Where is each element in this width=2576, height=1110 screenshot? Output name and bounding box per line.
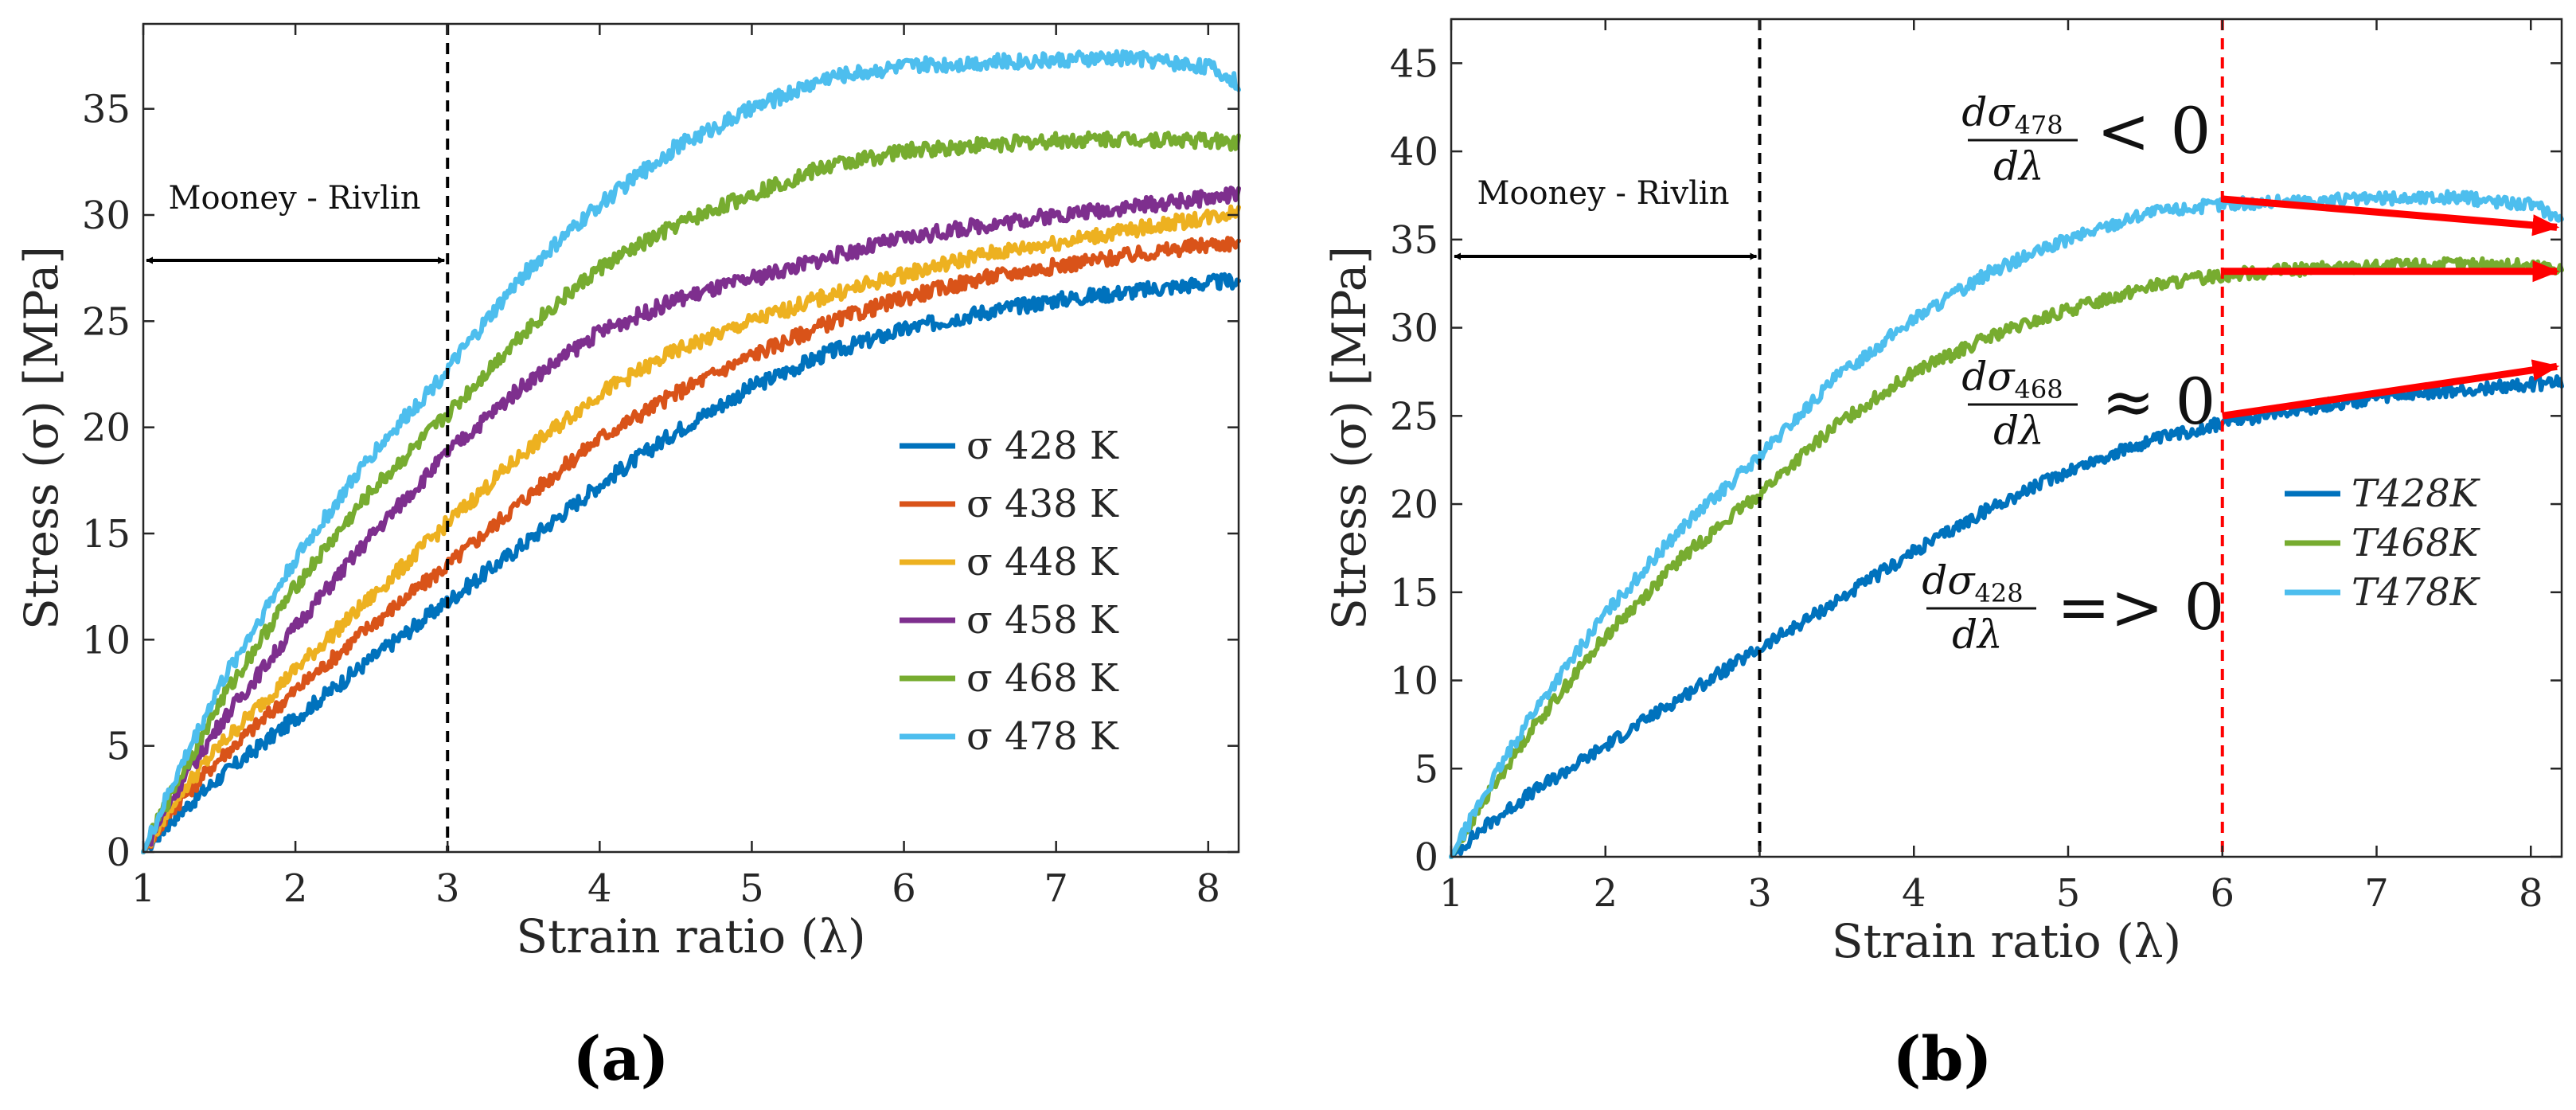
a-axes-frame (142, 22, 1240, 854)
trend-arrow-0 (2222, 195, 2560, 236)
y-tick-label: 25 (1390, 394, 1438, 439)
legend-label: σ 468 K (966, 656, 1119, 701)
b-x-axis-label: Strain ratio (λ) (1832, 914, 2181, 968)
y-tick-label: 45 (1390, 41, 1438, 86)
b-derivative-478: dσ478 dλ < 0 (1961, 89, 2211, 190)
x-tick-label: 1 (1439, 871, 1464, 916)
a-mooney-rivlin-label: Mooney - Rivlin (169, 180, 421, 217)
x-tick-label: 4 (587, 866, 612, 911)
b-series-lines (1449, 189, 2564, 859)
a-panel-caption: (a) (572, 1023, 669, 1094)
legend-label: T478K (2352, 570, 2481, 615)
b-derivative-428: dσ428 dλ => 0 (1922, 557, 2224, 658)
d468-denominator: dλ (1993, 408, 2044, 454)
y-tick-label: 5 (106, 725, 131, 769)
y-tick-label: 0 (106, 831, 131, 875)
a-x-axis-label: Strain ratio (λ) (516, 909, 865, 963)
b-vertical-lines (1758, 19, 2224, 857)
b-y-axis-label: Stress (σ) [MPa] (1322, 246, 1376, 630)
x-tick-label: 6 (892, 866, 916, 911)
y-tick-label: 40 (1390, 130, 1438, 174)
legend-label: σ 428 K (966, 424, 1119, 468)
legend-label: σ 458 K (966, 598, 1119, 643)
b-derivative-468: dσ468 dλ ≈ 0 (1961, 354, 2215, 454)
series-line--448-k (141, 204, 1241, 854)
b-legend: T428K T468K T478K (2285, 471, 2481, 615)
x-tick-label: 2 (283, 866, 308, 911)
y-tick-label: 30 (1390, 307, 1438, 351)
panel-b: Mooney - Rivlin dσ478 dλ < 0 dσ468 dλ ≈ … (1322, 18, 2564, 1094)
series-line--458-k (141, 186, 1241, 854)
series-line-t468k (1449, 256, 2564, 859)
d468-relation: ≈ 0 (2102, 365, 2215, 439)
series-line-t478k (1449, 189, 2564, 859)
x-tick-label: 7 (1044, 866, 1068, 911)
b-panel-caption: (b) (1892, 1023, 1992, 1094)
legend-label: σ 448 K (966, 540, 1119, 584)
x-tick-label: 3 (1747, 871, 1772, 916)
y-tick-label: 30 (82, 193, 131, 238)
x-tick-label: 8 (2519, 871, 2543, 916)
y-tick-label: 15 (1390, 571, 1438, 616)
x-tick-label: 1 (131, 866, 156, 911)
d428-relation: => 0 (2057, 570, 2224, 644)
d478-numerator: dσ478 (1961, 89, 2063, 140)
b-trend-arrows (2222, 195, 2560, 420)
y-tick-label: 10 (82, 618, 131, 662)
b-y-ticks: 0 5 10 15 20 25 30 35 40 45 (1390, 41, 2562, 880)
a-x-ticks: 1 2 3 4 5 6 7 8 (131, 24, 1220, 911)
y-tick-label: 10 (1390, 659, 1438, 704)
x-tick-label: 5 (2056, 871, 2081, 916)
d428-numerator: dσ428 (1922, 557, 2023, 608)
legend-label: T428K (2352, 471, 2481, 516)
trend-arrow-2 (2222, 359, 2560, 420)
legend-label: σ 478 K (966, 714, 1119, 759)
a-y-ticks: 0 5 10 15 20 25 30 35 (82, 88, 1239, 875)
d468-numerator: dσ468 (1961, 354, 2063, 405)
x-tick-label: 2 (1593, 871, 1618, 916)
x-tick-label: 3 (435, 866, 460, 911)
series-line-t428k (1449, 374, 2564, 859)
y-tick-label: 15 (82, 512, 131, 557)
y-tick-label: 0 (1414, 835, 1438, 880)
y-tick-label: 35 (1390, 218, 1438, 263)
series-line--428-k (141, 272, 1241, 854)
d478-relation: < 0 (2097, 94, 2211, 168)
a-y-axis-label: Stress (σ) [MPa] (14, 246, 68, 630)
b-mooney-rivlin-label: Mooney - Rivlin (1477, 175, 1730, 212)
y-tick-label: 25 (82, 299, 131, 344)
series-line--438-k (141, 236, 1241, 854)
x-tick-label: 7 (2364, 871, 2389, 916)
series-line--468-k (141, 130, 1241, 854)
y-tick-label: 5 (1414, 747, 1438, 791)
x-tick-label: 6 (2210, 871, 2234, 916)
legend-label: σ 438 K (966, 482, 1119, 526)
x-tick-label: 5 (740, 866, 764, 911)
a-legend: σ 428 K σ 438 K σ 448 K σ 458 K σ 468 K σ 478… (900, 424, 1119, 759)
y-tick-label: 20 (1390, 483, 1438, 527)
y-tick-label: 35 (82, 88, 131, 132)
d428-denominator: dλ (1952, 612, 2003, 658)
y-tick-label: 20 (82, 406, 131, 451)
legend-label: T468K (2352, 521, 2481, 565)
x-tick-label: 4 (1902, 871, 1926, 916)
x-tick-label: 8 (1196, 866, 1221, 911)
d478-denominator: dλ (1993, 143, 2044, 190)
a-series-lines (141, 49, 1241, 854)
b-x-ticks: 1 2 3 4 5 6 7 8 (1439, 19, 2543, 916)
b-axes-frame (1450, 18, 2563, 858)
series-line--478-k (141, 49, 1241, 854)
